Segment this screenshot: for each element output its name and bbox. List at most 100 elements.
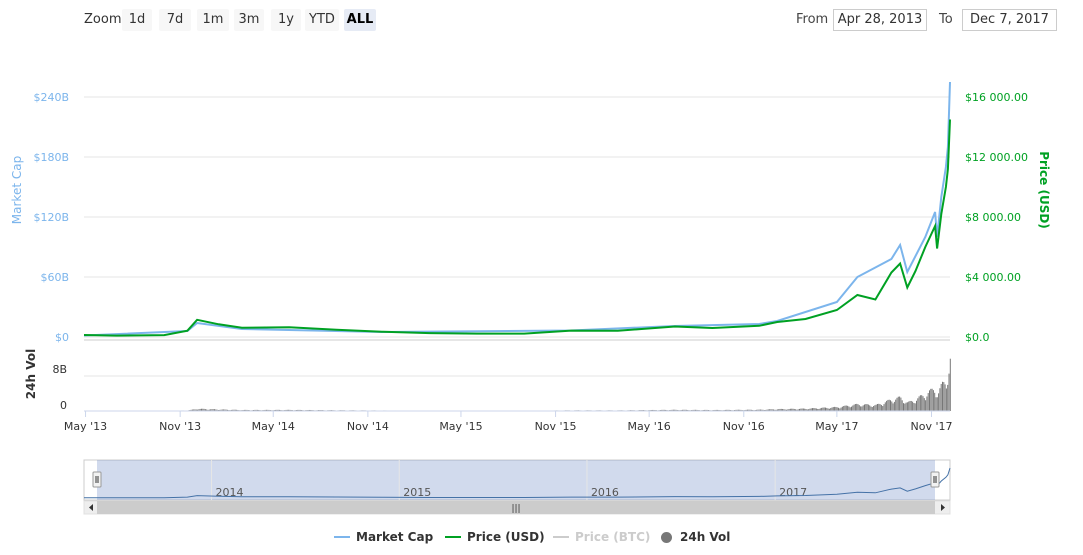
volume-bar (728, 409, 730, 411)
volume-bar (696, 409, 698, 411)
volume-bar (913, 403, 915, 411)
volume-bar (789, 408, 791, 411)
volume-bar (276, 409, 278, 411)
volume-bar (195, 409, 197, 411)
legend-volume[interactable]: 24h Vol (661, 530, 730, 544)
volume-bar (203, 408, 205, 411)
volume-bar (268, 409, 270, 411)
zoom-7d-button[interactable]: 7d (159, 9, 191, 31)
from-date-input[interactable]: Apr 28, 2013 (833, 9, 927, 31)
volume-bar (891, 401, 893, 411)
volume-bar (299, 409, 301, 411)
volume-bar (831, 407, 833, 411)
x-tick-label: Nov '13 (159, 420, 201, 433)
volume-bar (726, 409, 728, 411)
legend-market-cap-swatch (334, 536, 350, 538)
volume-bar (776, 409, 778, 411)
legend-market-cap[interactable]: Market Cap (334, 530, 433, 544)
volume-bar (676, 409, 678, 411)
scrollbar-thumb (97, 501, 935, 514)
x-tick-label: Nov '14 (347, 420, 389, 433)
volume-bar (774, 409, 776, 411)
volume-bar (874, 405, 876, 411)
volume-bar (191, 409, 193, 411)
volume-bar (762, 409, 764, 411)
volume-bar (841, 406, 843, 411)
volume-bar (832, 407, 834, 411)
legend-price-usd-label: Price (USD) (467, 530, 545, 544)
volume-bar (748, 409, 750, 411)
volume-bar (897, 396, 899, 411)
volume-bar (864, 404, 865, 411)
volume-bar (773, 409, 774, 411)
volume-bar (761, 409, 763, 411)
volume-bar (862, 405, 864, 411)
volume-bar (906, 402, 908, 411)
navigator-year-label: 2016 (591, 486, 619, 499)
volume-bar (207, 409, 209, 411)
volume-bar (289, 409, 291, 411)
volume-bar (653, 409, 655, 411)
zoom-ytd-button[interactable]: YTD (305, 9, 339, 31)
volume-bar (210, 409, 212, 411)
zoom-1d-button[interactable]: 1d (122, 9, 152, 31)
zoom-3m-button[interactable]: 3m (234, 9, 264, 31)
volume-bar (813, 408, 815, 411)
legend-market-cap-label: Market Cap (356, 530, 434, 544)
volume-bar (839, 408, 841, 411)
volume-bar (943, 382, 945, 411)
volume-bar (234, 409, 236, 411)
volume-bar (224, 409, 226, 411)
volume-bar (219, 409, 221, 411)
volume-bar (847, 405, 849, 411)
volume-bar (692, 409, 694, 411)
volume-bar (684, 409, 686, 411)
volume-bar (809, 408, 811, 411)
volume-bar (834, 406, 836, 411)
volume-bar (775, 409, 777, 411)
volume-bar (227, 409, 228, 411)
volume-bar (258, 409, 260, 411)
volume-tick-label: 8B (52, 363, 67, 376)
legend-price-btc[interactable]: Price (BTC) (553, 530, 650, 544)
volume-bar (808, 409, 810, 411)
volume-bar (245, 409, 247, 411)
volume-bar (199, 408, 201, 411)
volume-bar (867, 404, 869, 411)
market-cap-line (83, 81, 951, 337)
zoom-1m-button[interactable]: 1m (197, 9, 229, 31)
y-left-tick-label: $120B (33, 211, 69, 224)
volume-bar (793, 408, 795, 411)
volume-bar (756, 409, 758, 411)
volume-bar (705, 409, 707, 411)
volume-bar (947, 384, 949, 411)
volume-bar (854, 404, 856, 411)
volume-bar (704, 409, 706, 411)
volume-bar (727, 409, 729, 411)
volume-bar (308, 409, 310, 411)
volume-bar (869, 405, 871, 411)
volume-bar (892, 403, 894, 411)
volume-bar (310, 409, 312, 411)
volume-bar (804, 408, 806, 411)
x-tick-label: Nov '16 (723, 420, 765, 433)
volume-bar (683, 409, 685, 411)
zoom-1y-button[interactable]: 1y (271, 9, 301, 31)
volume-bar (873, 406, 875, 411)
volume-bar (275, 409, 277, 411)
to-date-input[interactable]: Dec 7, 2017 (962, 9, 1057, 31)
zoom-all-button[interactable]: ALL (344, 9, 376, 31)
volume-bar (233, 409, 235, 411)
x-tick-label: May '17 (815, 420, 858, 433)
volume-bar (230, 409, 232, 411)
volume-bar (212, 409, 214, 411)
volume-bar (243, 409, 245, 411)
volume-bar (903, 403, 904, 411)
volume-bar (779, 408, 781, 411)
volume-bar (765, 409, 767, 411)
navigator-year-label: 2017 (779, 486, 807, 499)
legend-price-usd[interactable]: Price (USD) (445, 530, 545, 544)
x-tick-label: Nov '17 (910, 420, 952, 433)
volume-bar (193, 409, 195, 411)
